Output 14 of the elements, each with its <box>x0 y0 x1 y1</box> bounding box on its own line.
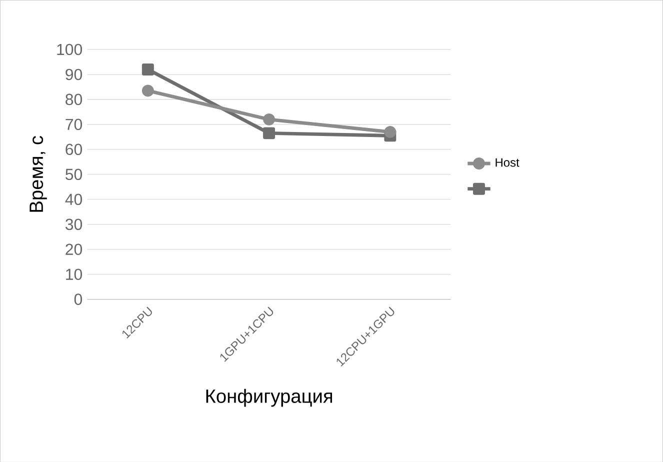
y-tick-label: 100 <box>57 44 82 55</box>
y-tick-label: 90 <box>66 68 82 80</box>
y-axis-title: Время, с <box>30 136 47 212</box>
y-tick-label: 10 <box>66 268 82 280</box>
y-tick-label: 20 <box>66 244 82 255</box>
y-tick-label: 60 <box>66 144 82 155</box>
y-tick-label: 0 <box>74 294 82 305</box>
y-tick-label: 80 <box>66 94 82 105</box>
y-tick-label: 30 <box>65 218 82 230</box>
y-tick-label: 50 <box>66 168 82 180</box>
x-axis-title: Конфигурация <box>206 388 332 407</box>
y-tick-label: 70 <box>66 118 82 130</box>
y-tick-label: 40 <box>65 194 82 205</box>
legend-label: Host <box>496 158 520 167</box>
